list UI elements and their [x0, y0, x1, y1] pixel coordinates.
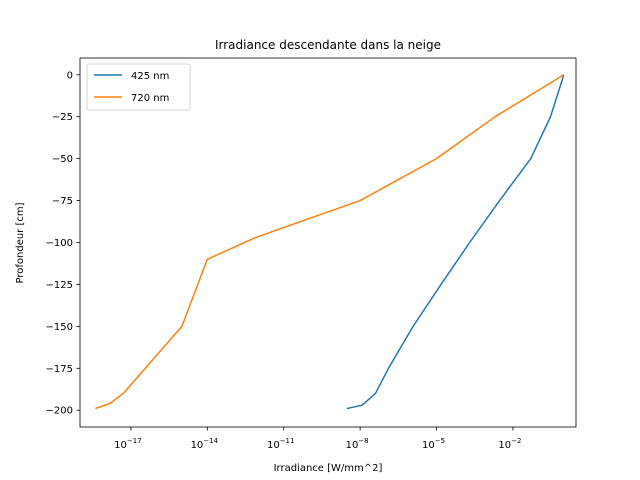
series-line-1 [95, 74, 565, 410]
y-tick-label-2: −50 [52, 154, 73, 165]
x-tick-label-base: 10 [191, 440, 204, 451]
x-tick-label-2: 10−11 [267, 437, 295, 451]
y-tick-label-6: −150 [46, 322, 73, 333]
plot-area: 10−17 10−14 10−11 10−8 10−5 10−20−25−50−75−10… [46, 57, 577, 451]
x-tick-label-base: 10 [114, 440, 127, 451]
x-tick-label-exponent: −5 [435, 437, 445, 445]
y-tick-label-7: −175 [46, 364, 73, 375]
series-line-0 [346, 74, 565, 410]
x-tick-label-exponent: −8 [358, 437, 368, 445]
legend-label-1: 720 nm [131, 93, 169, 104]
x-tick-label-1: 10−14 [191, 437, 219, 451]
y-tick-label-0: 0 [67, 70, 73, 81]
x-tick-label-0: 10−17 [114, 437, 142, 451]
x-tick-label-exponent: −2 [511, 437, 521, 445]
legend-label-0: 425 nm [131, 71, 169, 82]
x-tick-label-exponent: −11 [280, 437, 295, 445]
y-tick-label-8: −200 [46, 406, 73, 417]
x-tick-label-exponent: −17 [127, 437, 142, 445]
y-tick-label-3: −75 [52, 196, 73, 207]
x-axis-title: Irradiance [W/mm^2] [274, 463, 383, 474]
x-tick-label-base: 10 [422, 440, 435, 451]
y-axis-title: Profondeur [cm] [15, 202, 26, 283]
x-tick-label-base: 10 [267, 440, 280, 451]
x-tick-label-3: 10−8 [346, 437, 369, 451]
x-tick-label-base: 10 [498, 440, 511, 451]
x-tick-label-exponent: −14 [203, 437, 218, 445]
x-tick-label-5: 10−2 [498, 437, 521, 451]
chart-title: Irradiance descendante dans la neige [215, 38, 441, 52]
y-tick-label-5: −125 [46, 280, 73, 291]
y-tick-label-4: −100 [46, 238, 73, 249]
x-tick-label-4: 10−5 [422, 437, 445, 451]
x-tick-label-base: 10 [346, 440, 359, 451]
y-tick-label-1: −25 [52, 112, 73, 123]
